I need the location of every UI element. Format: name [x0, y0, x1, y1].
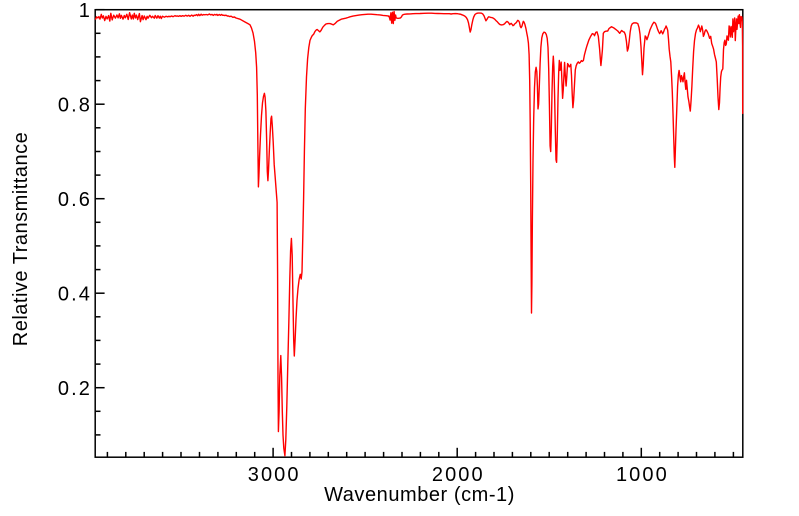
- svg-text:1000: 1000: [616, 464, 669, 486]
- svg-text:0.4: 0.4: [58, 283, 92, 305]
- svg-text:0.2: 0.2: [58, 378, 92, 400]
- svg-text:2000: 2000: [432, 464, 485, 486]
- svg-text:Relative Transmittance: Relative Transmittance: [10, 132, 32, 346]
- svg-text:3000: 3000: [248, 464, 301, 486]
- svg-text:0.6: 0.6: [58, 189, 92, 211]
- svg-text:1: 1: [79, 0, 92, 22]
- svg-text:0.8: 0.8: [58, 94, 92, 116]
- svg-text:Wavenumber (cm-1): Wavenumber (cm-1): [324, 484, 515, 506]
